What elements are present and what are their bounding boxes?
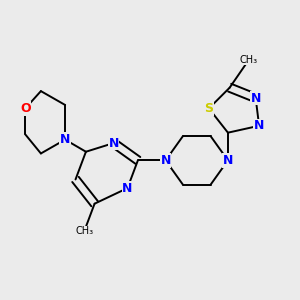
Text: N: N xyxy=(254,119,264,132)
Text: N: N xyxy=(223,154,233,167)
Text: CH₃: CH₃ xyxy=(240,55,258,65)
Text: N: N xyxy=(160,154,171,167)
Text: O: O xyxy=(20,102,31,115)
Text: N: N xyxy=(108,136,119,150)
Text: N: N xyxy=(122,182,133,195)
Text: N: N xyxy=(60,133,70,146)
Text: S: S xyxy=(204,102,213,115)
Text: N: N xyxy=(250,92,261,104)
Text: CH₃: CH₃ xyxy=(75,226,93,236)
